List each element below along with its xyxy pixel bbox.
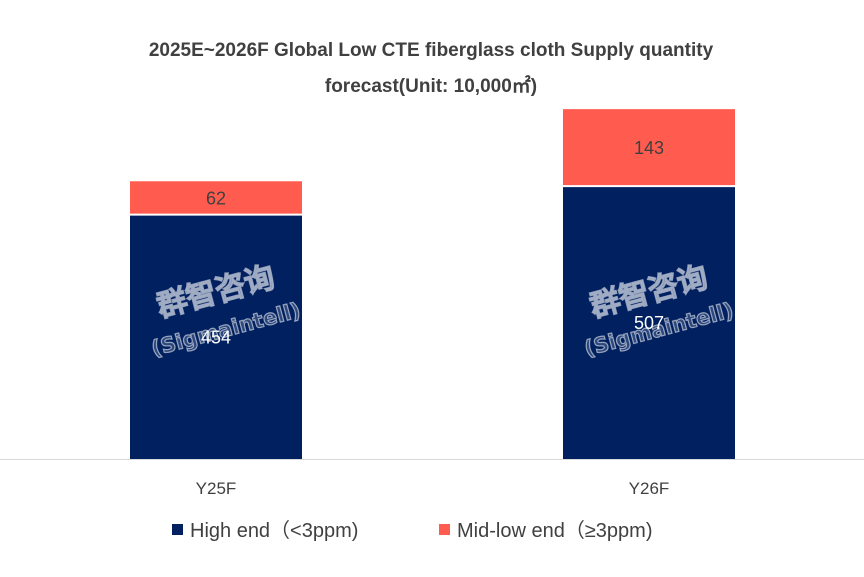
bar-y26f-series-1 (563, 186, 735, 460)
plot-area: 群智咨询(Sigmaintell)45462群智咨询(Sigmaintell)5… (130, 109, 737, 460)
chart-title-line-2: forecast(Unit: 10,000㎡) (325, 74, 537, 97)
legend-swatch-series-2 (439, 524, 450, 535)
x-axis-ticks: Y25F Y26F (196, 479, 670, 498)
bar-y25f-series-2 (130, 181, 302, 215)
data-label-y26f-series-2: 143 (634, 138, 664, 158)
x-tick-label: Y25F (196, 479, 237, 498)
legend-label-series-2: Mid-low end（≥3ppm) (457, 519, 653, 542)
bar-y25f-series-1 (130, 214, 302, 459)
chart-title-line-1: 2025E~2026F Global Low CTE fiberglass cl… (149, 40, 714, 61)
bar-y26f-series-2 (563, 109, 735, 187)
data-label-y26f-series-1: 507 (634, 313, 664, 333)
data-label-y25f-series-1: 454 (201, 327, 231, 347)
x-tick-label: Y26F (629, 479, 670, 498)
data-label-y25f-series-2: 62 (206, 188, 226, 208)
legend-swatch-series-1 (172, 524, 183, 535)
legend: High end（<3ppm) Mid-low end（≥3ppm) (172, 519, 653, 542)
legend-label-series-1: High end（<3ppm) (190, 519, 358, 542)
